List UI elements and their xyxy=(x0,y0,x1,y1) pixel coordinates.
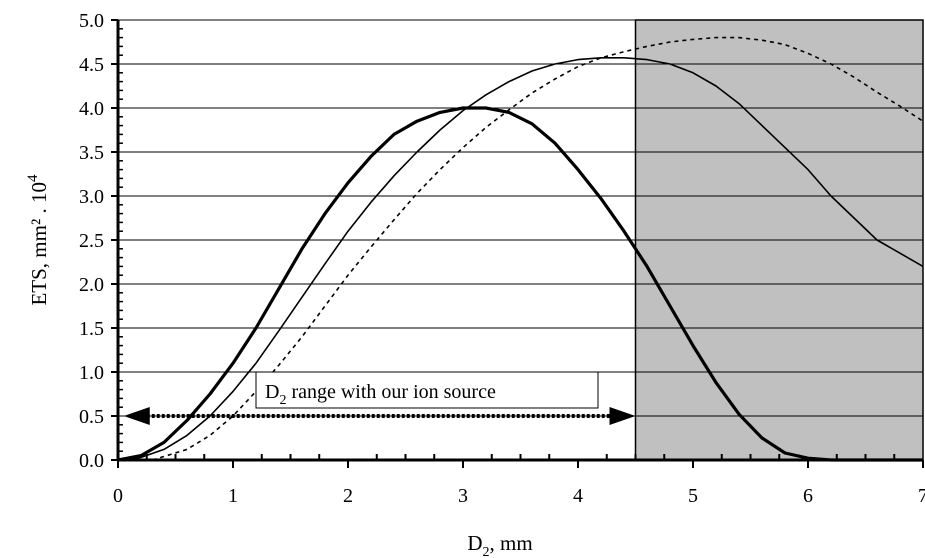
y-tick-label: 1.5 xyxy=(79,318,104,340)
x-axis-title: D2, mm xyxy=(467,531,532,558)
y-tick-label: 1.0 xyxy=(79,362,104,384)
arrow-head-right xyxy=(609,407,636,425)
x-tick-label: 2 xyxy=(343,485,353,507)
y-tick-label: 3.5 xyxy=(79,142,104,164)
y-axis-title: ETS, mm² . 104 xyxy=(25,174,51,306)
y-tick-label: 2.0 xyxy=(79,274,104,296)
annotation-text: D2 range with our ion source xyxy=(265,381,496,408)
y-tick-label: 4.0 xyxy=(79,98,104,120)
arrow-head-left xyxy=(123,407,150,425)
x-tick-label: 1 xyxy=(228,485,238,507)
series-line-thick-solid xyxy=(117,106,923,462)
x-tick-label: 4 xyxy=(573,485,583,507)
y-tick-label: 5.0 xyxy=(79,10,104,32)
annotation-box xyxy=(255,371,599,409)
y-tick-label: 0.5 xyxy=(79,406,104,428)
x-tick-label: 6 xyxy=(803,485,813,507)
series-line-thin-solid xyxy=(117,56,924,461)
x-tick-label: 5 xyxy=(688,485,698,507)
y-tick-label: 2.5 xyxy=(79,230,104,252)
x-tick-label: 7 xyxy=(918,485,925,507)
series-line-dotted xyxy=(152,36,924,461)
y-tick-label: 3.0 xyxy=(79,186,104,208)
y-tick-label: 0.0 xyxy=(79,450,104,472)
y-tick-label: 4.5 xyxy=(79,54,104,76)
x-tick-label: 0 xyxy=(113,485,123,507)
x-tick-label: 3 xyxy=(458,485,468,507)
